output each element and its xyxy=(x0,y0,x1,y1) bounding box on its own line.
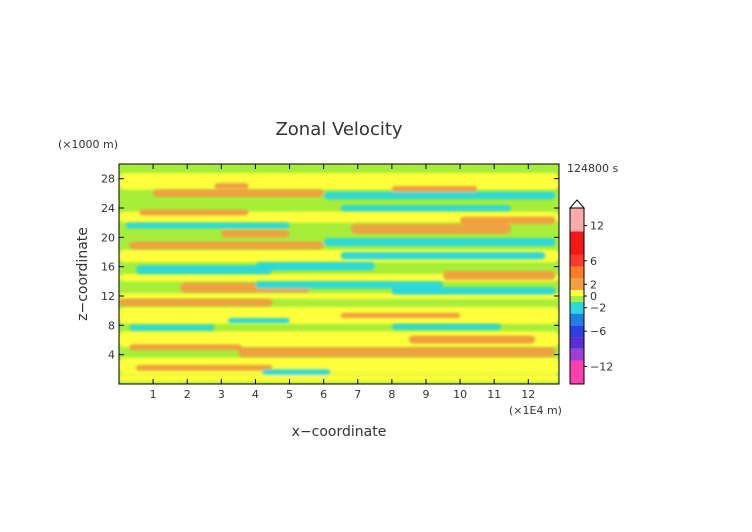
velocity-band xyxy=(136,265,273,274)
yellow-band xyxy=(119,172,559,190)
velocity-band xyxy=(136,364,273,371)
colorbar-segment xyxy=(570,296,584,302)
colorbar-segment xyxy=(570,231,584,255)
x-unit-label: (×1E4 m) xyxy=(509,404,562,417)
velocity-band xyxy=(238,347,556,357)
colorbar-segment xyxy=(570,266,584,279)
velocity-band xyxy=(214,183,249,189)
velocity-band xyxy=(323,191,556,200)
x-tick-label: 11 xyxy=(487,388,501,401)
colorbar-arrow xyxy=(568,199,586,209)
x-tick-label: 2 xyxy=(184,388,191,401)
velocity-band xyxy=(350,224,512,234)
colorbar-tick-label: 0 xyxy=(590,290,597,303)
y-tick-label: 24 xyxy=(101,202,115,215)
velocity-band xyxy=(125,222,290,229)
plot-frame xyxy=(118,163,560,385)
velocity-band xyxy=(391,186,478,192)
colorbar-segment xyxy=(570,337,584,349)
velocity-band xyxy=(119,374,559,382)
colorbar-tick-label: 6 xyxy=(590,255,597,268)
colorbar-segment xyxy=(570,325,584,338)
yellow-band xyxy=(119,307,559,324)
colorbar-tick-label: 2 xyxy=(590,278,597,291)
colorbar-tick-label: −2 xyxy=(590,302,606,315)
colorbar-segment xyxy=(570,290,584,296)
y-tick-label: 20 xyxy=(101,231,115,244)
colorbar-segment xyxy=(570,313,584,326)
velocity-band xyxy=(391,287,556,295)
colorbar-segment xyxy=(570,348,584,361)
plot-area xyxy=(119,164,559,384)
colorbar-tick-label: −12 xyxy=(590,360,613,373)
y-tick-label: 28 xyxy=(101,173,115,186)
colorbar-segment xyxy=(570,360,584,384)
time-label: 124800 s xyxy=(567,162,618,175)
velocity-band xyxy=(391,323,502,330)
velocity-band xyxy=(443,271,556,280)
colorbar-tick-label: −6 xyxy=(590,325,606,338)
x-tick-label: 3 xyxy=(218,388,225,401)
velocity-band xyxy=(139,209,249,216)
x-axis-ticks: 1 2 3 4 5 6 7 8 9 10 11 12 xyxy=(150,164,535,401)
x-tick-label: 10 xyxy=(453,388,467,401)
x-tick-label: 8 xyxy=(388,388,395,401)
velocity-band xyxy=(153,189,324,197)
x-tick-label: 1 xyxy=(150,388,157,401)
colorbar-segment xyxy=(570,278,584,291)
y-tick-label: 8 xyxy=(108,319,115,332)
velocity-band xyxy=(340,205,512,211)
x-tick-label: 6 xyxy=(320,388,327,401)
y-axis-label: z−coordinate xyxy=(75,227,91,321)
velocity-band xyxy=(460,216,556,225)
velocity-band xyxy=(221,230,290,238)
x-axis-label: x−coordinate xyxy=(292,424,387,440)
y-axis-ticks: 4 8 12 16 20 24 28 xyxy=(101,173,559,362)
y-unit-label: (×1000 m) xyxy=(58,138,118,151)
x-tick-label: 4 xyxy=(252,388,259,401)
x-tick-label: 5 xyxy=(286,388,293,401)
y-tick-label: 4 xyxy=(108,349,115,362)
velocity-band xyxy=(119,298,273,307)
y-tick-label: 12 xyxy=(101,290,115,303)
velocity-band xyxy=(262,369,331,376)
x-tick-label: 12 xyxy=(521,388,535,401)
velocity-band xyxy=(340,252,546,260)
colorbar-tick-label: 12 xyxy=(590,220,604,233)
velocity-band xyxy=(323,238,556,247)
velocity-band xyxy=(228,318,290,324)
chart-title: Zonal Velocity xyxy=(275,119,402,140)
y-tick-label: 16 xyxy=(101,261,115,274)
colorbar-segment xyxy=(570,208,584,232)
x-tick-label: 9 xyxy=(422,388,429,401)
velocity-band xyxy=(129,344,242,351)
velocity-band xyxy=(255,262,375,271)
velocity-band xyxy=(255,281,444,289)
velocity-band xyxy=(340,312,461,318)
velocity-band xyxy=(408,335,536,344)
velocity-band xyxy=(129,241,324,250)
colorbar-segment xyxy=(570,254,584,267)
x-tick-label: 7 xyxy=(354,388,361,401)
velocity-band xyxy=(129,324,215,331)
velocity-bands xyxy=(119,164,559,382)
colorbar-segment xyxy=(570,301,584,314)
colorbar: 12 6 20−2 −6 −12 xyxy=(568,199,613,385)
velocity-band xyxy=(119,164,559,172)
